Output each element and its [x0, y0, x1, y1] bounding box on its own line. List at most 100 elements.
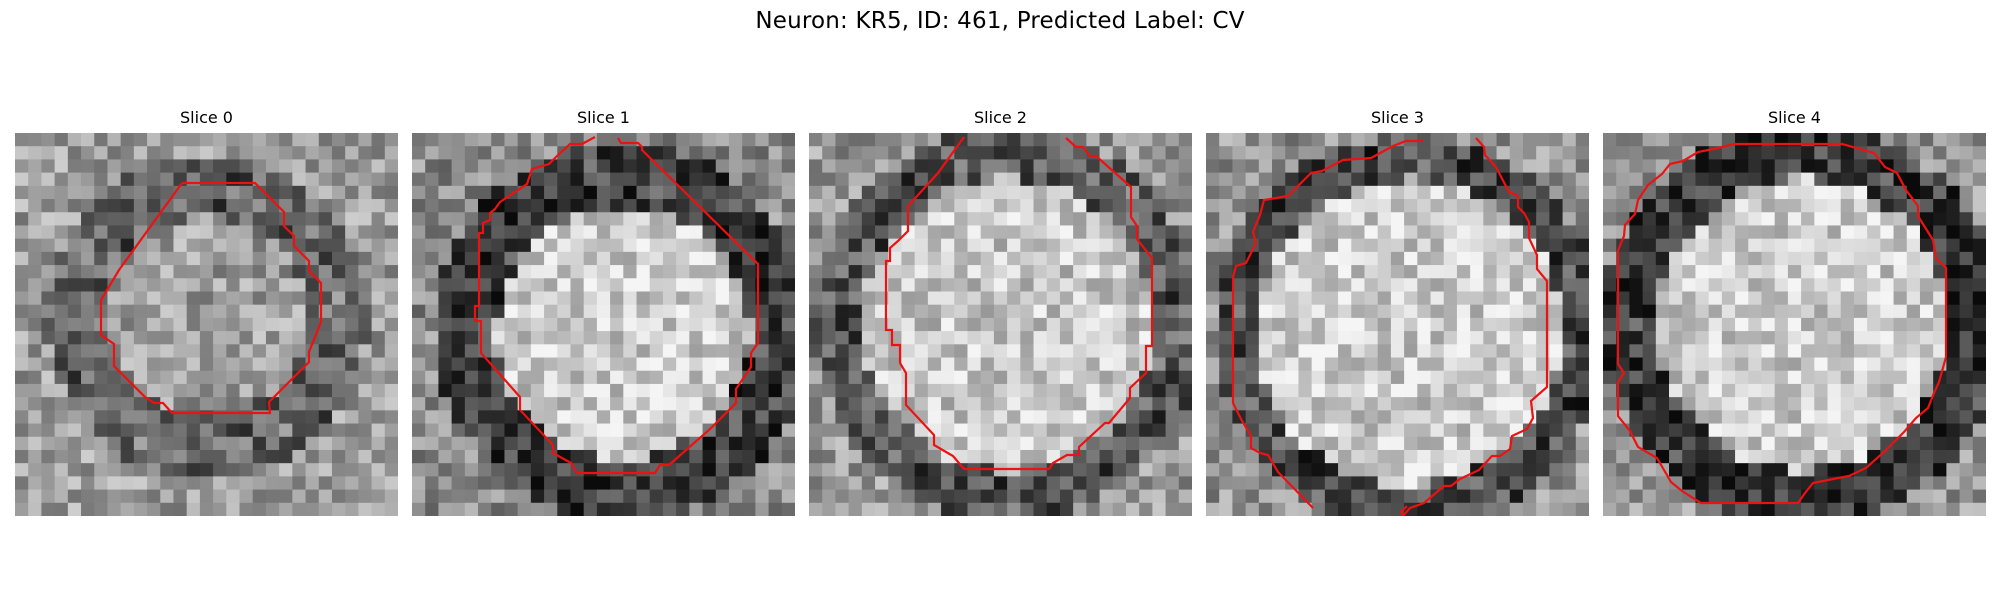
pixel — [1774, 225, 1789, 240]
pixel — [15, 397, 29, 411]
pixel — [451, 159, 466, 174]
pixel — [1073, 357, 1087, 372]
pixel — [1801, 278, 1815, 293]
pixel — [107, 212, 122, 227]
pixel — [318, 383, 333, 398]
pixel — [1443, 146, 1458, 161]
pixel — [1575, 199, 1589, 213]
pixel — [1801, 225, 1815, 240]
pixel — [147, 185, 161, 200]
pixel — [570, 265, 585, 279]
pixel — [478, 410, 492, 425]
pixel — [1139, 278, 1153, 293]
pixel — [279, 225, 293, 240]
pixel — [1946, 185, 1961, 200]
pixel — [1178, 265, 1192, 279]
pixel — [1483, 304, 1498, 319]
pixel — [1351, 410, 1366, 425]
pixel — [1351, 344, 1366, 359]
pixel — [993, 410, 1008, 425]
pixel — [1603, 212, 1617, 227]
pixel — [1840, 317, 1855, 332]
pixel — [412, 265, 426, 279]
pixel — [927, 212, 942, 227]
pixel — [1139, 410, 1153, 425]
pixel — [1946, 410, 1961, 425]
slice-image-4 — [1603, 133, 1986, 516]
pixel — [1020, 397, 1035, 411]
pixel — [649, 436, 664, 451]
pixel — [1840, 199, 1855, 213]
pixel — [1443, 199, 1458, 213]
pixel — [1298, 225, 1313, 240]
pixel — [1496, 265, 1511, 279]
pixel — [345, 476, 359, 491]
pixel — [689, 133, 704, 147]
pixel — [371, 502, 386, 516]
pixel — [875, 331, 889, 345]
pixel — [1536, 225, 1550, 240]
pixel — [199, 159, 214, 174]
pixel — [41, 225, 56, 240]
pixel — [1404, 212, 1418, 227]
pixel — [412, 331, 426, 345]
pixel — [1972, 185, 1986, 200]
pixel — [623, 383, 638, 398]
pixel — [464, 238, 479, 253]
pixel — [914, 304, 929, 319]
pixel — [41, 357, 56, 372]
pixel — [835, 410, 850, 425]
pixel — [676, 423, 690, 438]
pixel — [1338, 199, 1352, 213]
pixel — [1430, 502, 1445, 516]
pixel — [1364, 489, 1379, 504]
pixel — [1787, 172, 1802, 187]
pixel — [1417, 463, 1432, 477]
pixel — [1787, 317, 1802, 332]
pixel — [623, 172, 638, 187]
pixel — [1152, 331, 1167, 345]
pixel — [1972, 449, 1986, 464]
pixel — [1086, 291, 1101, 306]
pixel — [464, 199, 479, 213]
pixel — [1549, 159, 1564, 174]
pixel — [1629, 463, 1644, 477]
pixel — [1443, 463, 1458, 477]
pixel — [1933, 331, 1947, 345]
pixel — [914, 251, 929, 266]
pixel — [1748, 383, 1763, 398]
pixel — [768, 357, 783, 372]
pixel — [1112, 331, 1127, 345]
pixel — [809, 317, 823, 332]
pixel — [1761, 410, 1776, 425]
pixel — [133, 146, 148, 161]
pixel — [213, 357, 227, 372]
pixel — [94, 199, 109, 213]
pixel — [1125, 238, 1140, 253]
pixel — [478, 133, 492, 147]
pixel — [1562, 397, 1577, 411]
pixel — [1562, 251, 1577, 266]
pixel — [94, 172, 109, 187]
pixel — [1536, 265, 1550, 279]
pixel — [28, 278, 43, 293]
pixel — [1880, 410, 1895, 425]
pixel — [94, 133, 109, 147]
pixel — [941, 357, 955, 372]
pixel — [425, 410, 440, 425]
pixel — [1377, 185, 1392, 200]
pixel — [781, 476, 795, 491]
pixel — [173, 331, 188, 345]
pixel — [1972, 133, 1986, 147]
pixel — [15, 133, 29, 147]
pixel — [1549, 502, 1564, 516]
pixel — [15, 212, 29, 227]
pixel — [875, 199, 889, 213]
pixel — [1324, 185, 1339, 200]
pixel — [1073, 449, 1087, 464]
pixel — [781, 317, 795, 332]
pixel — [1099, 357, 1114, 372]
pixel — [544, 278, 558, 293]
pixel — [239, 370, 254, 385]
pixel — [1007, 476, 1021, 491]
